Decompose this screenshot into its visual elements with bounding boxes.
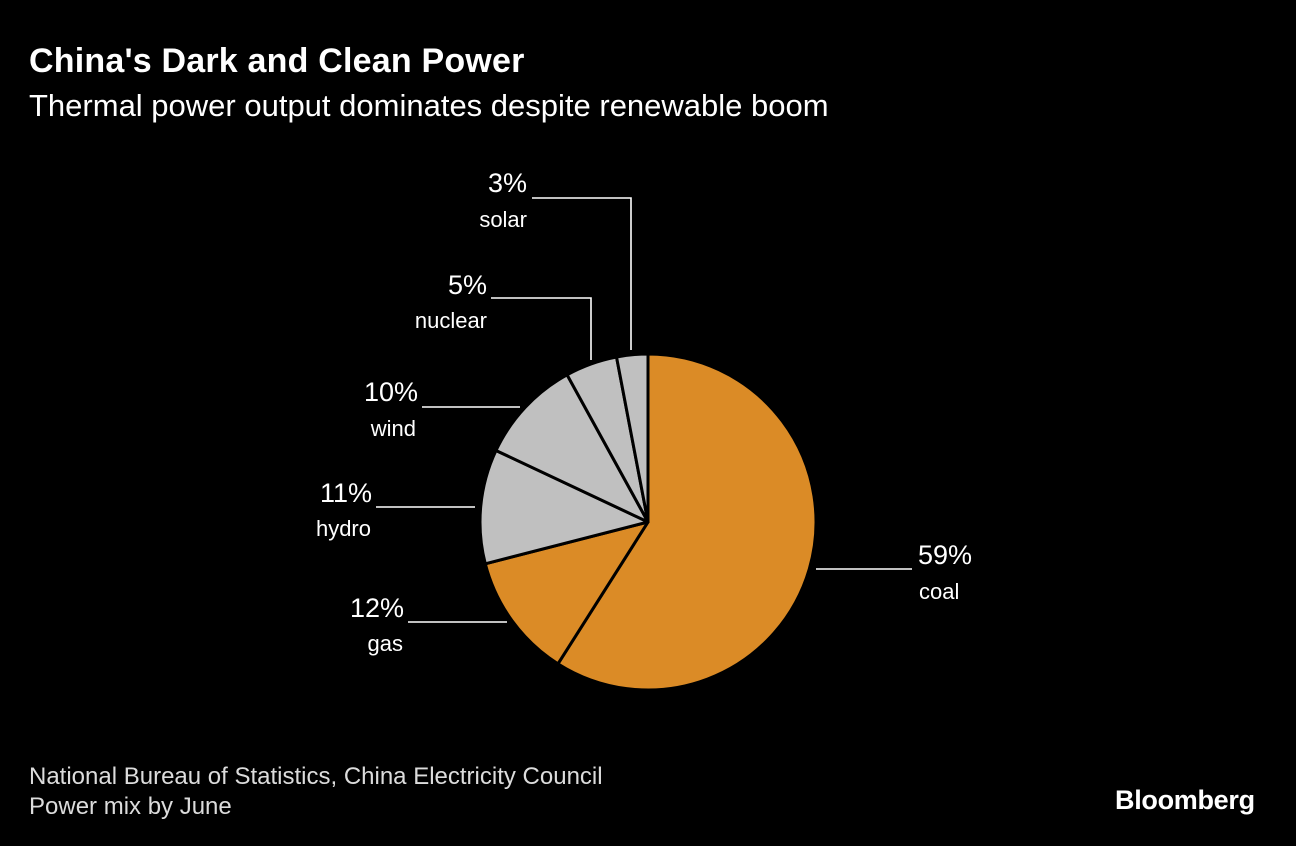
leader-lines — [376, 197, 912, 623]
chart-title: China's Dark and Clean Power — [29, 42, 525, 80]
pie-slice-coal — [556, 352, 818, 692]
slice-value-nuclear: 5% — [448, 270, 487, 300]
bloomberg-logo: Bloomberg — [1115, 785, 1255, 815]
slice-value-solar: 3% — [488, 168, 527, 198]
pie-slice-hydro — [478, 448, 650, 566]
pie-slice-solar — [615, 352, 650, 524]
slice-value-hydro: 11% — [320, 478, 372, 508]
slice-label-hydro: hydro — [316, 516, 371, 541]
slice-label-gas: gas — [368, 631, 403, 656]
source-line-1: National Bureau of Statistics, China Ele… — [29, 763, 603, 790]
leader-line-solar — [532, 197, 632, 350]
slice-label-solar: solar — [479, 207, 527, 232]
leader-line-nuclear — [491, 297, 592, 360]
source-note: National Bureau of Statistics, China Ele… — [29, 762, 603, 822]
pie-slice-wind — [494, 373, 650, 524]
slice-value-gas: 12% — [350, 593, 404, 623]
slice-value-coal: 59% — [918, 540, 972, 570]
slice-value-wind: 10% — [364, 377, 418, 407]
source-line-2: Power mix by June — [29, 793, 232, 820]
slice-label-nuclear: nuclear — [415, 308, 487, 333]
slice-label-wind: wind — [370, 416, 416, 441]
slice-labels: 59% coal 12% gas 11% hydro 10% wind 5% nuclear 3% s… — [316, 168, 972, 656]
slice-label-coal: coal — [919, 579, 959, 604]
pie-slice-gas — [483, 520, 650, 666]
chart-subtitle: Thermal power output dominates despite r… — [29, 88, 829, 123]
pie-slices — [478, 352, 818, 692]
